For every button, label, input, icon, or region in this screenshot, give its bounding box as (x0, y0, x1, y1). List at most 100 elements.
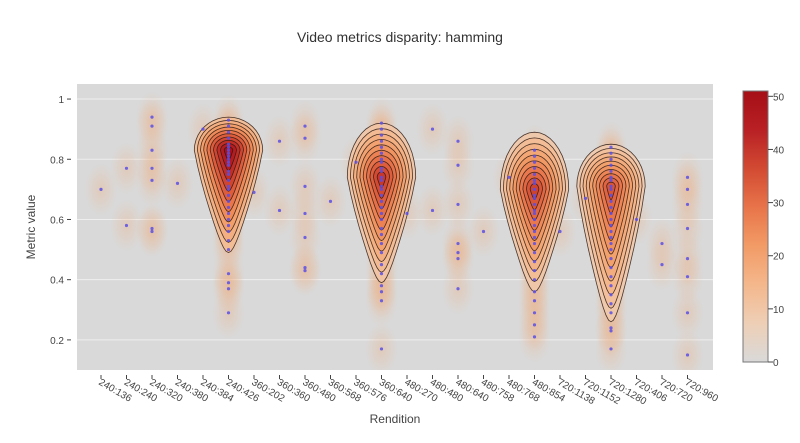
data-point (226, 199, 231, 204)
data-point (609, 163, 613, 167)
data-point (226, 229, 231, 234)
data-point (379, 284, 384, 288)
data-point (379, 145, 384, 149)
data-point (532, 323, 537, 327)
data-point (226, 178, 231, 182)
data-point (150, 124, 154, 128)
data-point (609, 326, 613, 330)
data-point (379, 187, 384, 191)
data-point (532, 202, 537, 207)
data-point (226, 130, 231, 134)
data-point (609, 178, 613, 182)
data-point (226, 148, 231, 152)
data-point (532, 260, 537, 264)
data-point (379, 139, 384, 143)
contour-line (353, 133, 410, 263)
data-point (226, 281, 231, 285)
data-point (609, 257, 613, 261)
contour-line (359, 144, 404, 241)
data-point (609, 175, 613, 179)
data-point (532, 290, 537, 294)
data-point (226, 163, 231, 167)
data-point (277, 139, 282, 143)
data-point (532, 223, 537, 228)
data-point (226, 154, 231, 158)
data-point (226, 118, 231, 122)
colorbar-ticks: 0 10 20 30 40 50 (768, 92, 785, 369)
data-point (226, 145, 231, 149)
data-point (277, 208, 282, 213)
data-point (685, 353, 690, 357)
data-point (532, 235, 537, 240)
contour-line (196, 119, 261, 243)
data-point (609, 275, 613, 279)
data-point (124, 166, 129, 170)
data-point (609, 302, 613, 306)
data-point (532, 166, 537, 170)
data-point (226, 184, 231, 188)
data-point (226, 287, 231, 291)
data-point (226, 223, 231, 228)
data-point (609, 241, 613, 246)
density-halo (595, 322, 627, 370)
contour-line (579, 147, 643, 309)
data-point (609, 217, 613, 222)
data-point (532, 250, 537, 255)
colorbar-tick-label: 20 (773, 252, 785, 263)
data-point (430, 127, 435, 131)
data-point (226, 247, 231, 252)
data-point (379, 272, 384, 276)
contour-line (512, 154, 557, 252)
data-point (226, 160, 231, 164)
data-point (379, 175, 384, 179)
y-tick-label: 1 (58, 95, 64, 106)
y-tick-label: 0.4 (50, 276, 64, 287)
data-point (456, 250, 460, 255)
density-halo (671, 328, 704, 370)
x-axis-title: Rendition (370, 412, 421, 426)
colorbar-tick-label: 0 (773, 358, 779, 369)
data-point (456, 241, 460, 246)
data-point (379, 160, 384, 164)
data-point (685, 202, 690, 207)
data-point (303, 266, 307, 270)
data-point (226, 172, 231, 176)
data-point (532, 269, 537, 273)
data-point (226, 187, 231, 191)
data-point (379, 121, 384, 125)
data-point (609, 145, 613, 149)
colorbar-tick-label: 50 (773, 92, 785, 103)
data-point (303, 235, 307, 240)
data-point (532, 241, 537, 246)
data-point (532, 148, 537, 152)
y-tick-label: 0.8 (50, 155, 64, 166)
data-point (226, 157, 231, 161)
data-point (379, 217, 384, 222)
contour-layer (193, 116, 646, 323)
data-point (379, 347, 384, 351)
y-tick-label: 0.6 (50, 215, 64, 226)
data-point (558, 229, 562, 234)
data-point (226, 211, 231, 216)
data-point (685, 275, 690, 279)
data-point (532, 160, 537, 164)
x-axis: 240:136240:240240:320240:380240:384240:4… (97, 375, 720, 408)
data-point (685, 187, 690, 191)
data-point (379, 133, 384, 137)
data-point (379, 226, 384, 231)
data-point (252, 190, 256, 194)
data-point (226, 169, 231, 173)
data-point (303, 136, 307, 140)
data-point (609, 284, 613, 288)
y-axis: 0.2 0.4 0.6 0.8 1 (50, 95, 71, 347)
data-point (532, 217, 537, 222)
data-point (379, 127, 384, 131)
data-point (226, 272, 231, 276)
data-point (685, 311, 690, 315)
data-point (150, 148, 154, 152)
data-point (609, 151, 613, 155)
data-point (456, 257, 460, 261)
data-point (532, 229, 537, 234)
data-point (226, 238, 231, 243)
